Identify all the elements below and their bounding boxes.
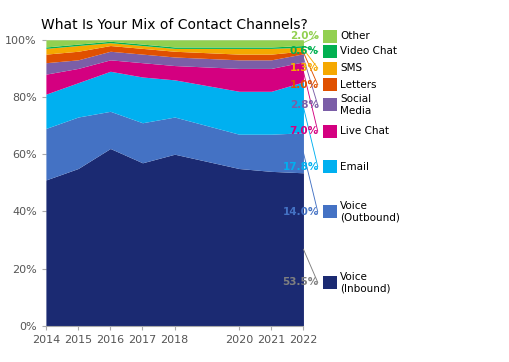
Text: 1.3%: 1.3%	[289, 63, 318, 73]
Text: Social
Media: Social Media	[340, 94, 371, 116]
Text: Other: Other	[340, 31, 369, 41]
Text: 0.6%: 0.6%	[289, 46, 318, 56]
Text: Live Chat: Live Chat	[340, 126, 388, 136]
Text: SMS: SMS	[340, 63, 361, 73]
Text: 2.8%: 2.8%	[289, 100, 318, 110]
Text: 53.5%: 53.5%	[282, 277, 318, 287]
Text: Voice
(Inbound): Voice (Inbound)	[340, 272, 390, 293]
Text: 7.0%: 7.0%	[289, 126, 318, 136]
Text: Email: Email	[340, 161, 369, 172]
Text: Letters: Letters	[340, 80, 376, 90]
Text: 14.0%: 14.0%	[282, 207, 318, 217]
Text: 1.0%: 1.0%	[289, 80, 318, 90]
Text: Video Chat: Video Chat	[340, 46, 397, 56]
Title: What Is Your Mix of Contact Channels?: What Is Your Mix of Contact Channels?	[41, 18, 307, 32]
Text: 17.8%: 17.8%	[282, 161, 318, 172]
Text: 2.0%: 2.0%	[289, 31, 318, 41]
Text: Voice
(Outbound): Voice (Outbound)	[340, 201, 399, 223]
